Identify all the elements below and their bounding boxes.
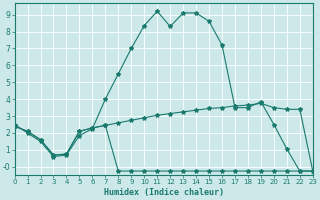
X-axis label: Humidex (Indice chaleur): Humidex (Indice chaleur) bbox=[104, 188, 224, 197]
